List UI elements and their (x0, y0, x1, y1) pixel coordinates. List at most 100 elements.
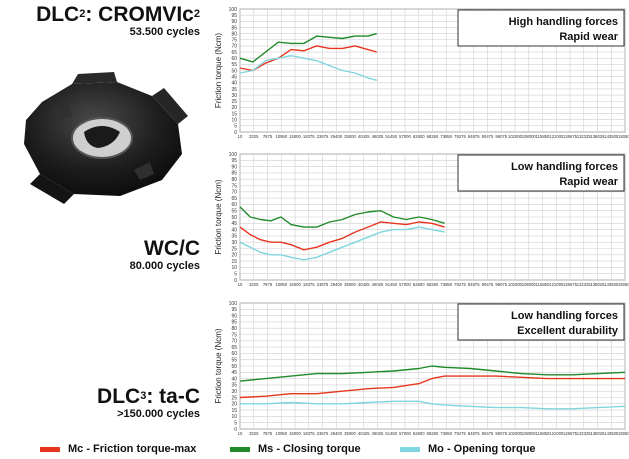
x-tick-label: 96075 (495, 282, 507, 287)
x-tick-label: 7875 (263, 282, 273, 287)
y-tick-label: 90 (231, 19, 237, 25)
x-tick-label: 3325 (249, 431, 259, 436)
x-tick-label: 10 (238, 431, 243, 436)
y-axis-label: Friction torque (Ncm) (214, 328, 223, 403)
series-line-ms (239, 32, 377, 63)
x-tick-label: 84875 (468, 282, 480, 287)
x-tick-label: 115850 (536, 282, 550, 287)
y-tick-label: 5 (234, 272, 237, 278)
x-tick-label: 90475 (482, 431, 494, 436)
x-tick-label: 150500 (618, 431, 629, 436)
legend-label-mo: Mo - Opening torque (428, 443, 536, 455)
y-tick-label: 80 (231, 177, 237, 183)
x-tick-label: 10950 (275, 282, 287, 287)
annotation-text: Low handling forces (511, 310, 618, 322)
x-tick-label: 121000 (549, 282, 564, 287)
y-tick-label: 100 (229, 301, 238, 307)
y-tick-label: 75 (231, 38, 237, 44)
y-tick-label: 20 (231, 402, 237, 408)
x-tick-label: 84875 (468, 431, 480, 436)
coating-label-3: DLC3: ta-C >150.000 cycles (0, 386, 200, 421)
coating-title-3: DLC3: ta-C (97, 385, 200, 408)
x-tick-label: 96075 (495, 431, 507, 436)
y-tick-label: 25 (231, 395, 237, 401)
y-tick-label: 20 (231, 253, 237, 259)
y-tick-label: 5 (234, 124, 237, 130)
series-line-mc (239, 221, 445, 251)
x-tick-label: 121000 (549, 134, 564, 139)
x-tick-label: 150500 (618, 134, 629, 139)
y-tick-label: 80 (231, 31, 237, 37)
y-tick-label: 60 (231, 202, 237, 208)
x-tick-label: 29400 (330, 134, 342, 139)
y-tick-label: 75 (231, 332, 237, 338)
annotation-box (457, 303, 625, 341)
y-tick-label: 85 (231, 320, 237, 326)
y-tick-label: 55 (231, 358, 237, 364)
y-tick-label: 85 (231, 171, 237, 177)
x-tick-label: 23675 (317, 431, 329, 436)
x-tick-label: 132325 (577, 282, 592, 287)
x-tick-label: 15000 (289, 282, 301, 287)
x-tick-label: 143500 (604, 431, 619, 436)
x-tick-label: 3325 (249, 282, 259, 287)
y-tick-label: 30 (231, 389, 237, 395)
series-line-mc (239, 45, 377, 72)
y-tick-label: 70 (231, 44, 237, 50)
x-tick-label: 150500 (618, 282, 629, 287)
y-tick-label: 90 (231, 313, 237, 319)
annotation-text: Rapid wear (559, 31, 618, 43)
x-tick-label: 40425 (358, 431, 370, 436)
y-tick-label: 50 (231, 68, 237, 74)
x-tick-label: 51450 (385, 282, 397, 287)
y-tick-label: 35 (231, 234, 237, 240)
coating-cycles-3: >150.000 cycles (117, 408, 200, 420)
x-tick-label: 62600 (413, 282, 425, 287)
annotation-text: High handling forces (509, 16, 618, 28)
x-tick-label: 46025 (372, 134, 384, 139)
y-tick-label: 0 (234, 427, 237, 433)
y-tick-label: 70 (231, 190, 237, 196)
x-tick-label: 132325 (577, 431, 592, 436)
x-tick-label: 46025 (372, 282, 384, 287)
y-tick-label: 30 (231, 240, 237, 246)
y-tick-label: 85 (231, 25, 237, 31)
y-tick-label: 15 (231, 408, 237, 414)
x-tick-label: 35000 (344, 282, 356, 287)
coating-label-2: WC/C 80.000 cycles (0, 238, 200, 273)
x-tick-label: 35000 (344, 431, 356, 436)
y-tick-label: 40 (231, 227, 237, 233)
annotation-box (457, 9, 625, 47)
legend-swatch-mo (400, 446, 420, 452)
x-tick-label: 35000 (344, 134, 356, 139)
x-tick-label: 10 (238, 282, 243, 287)
x-tick-label: 73850 (440, 431, 452, 436)
x-tick-label: 102000 (508, 134, 523, 139)
x-tick-label: 143500 (604, 134, 619, 139)
coated-part-image (24, 72, 188, 204)
x-tick-label: 10 (238, 134, 243, 139)
y-tick-label: 10 (231, 265, 237, 271)
y-tick-label: 0 (234, 130, 237, 136)
x-tick-label: 7875 (263, 134, 273, 139)
y-tick-label: 65 (231, 50, 237, 56)
y-tick-label: 60 (231, 351, 237, 357)
series-line-ms (239, 206, 445, 228)
y-tick-label: 50 (231, 215, 237, 221)
y-tick-label: 70 (231, 339, 237, 345)
x-tick-label: 46025 (372, 431, 384, 436)
x-tick-label: 68250 (427, 282, 439, 287)
chart-panel-1: 0510152025303540455055606570758085909510… (214, 7, 629, 139)
x-tick-label: 15000 (289, 134, 301, 139)
y-axis-label: Friction torque (Ncm) (214, 179, 223, 254)
x-tick-label: 102000 (508, 282, 523, 287)
coating-title-2: WC/C (144, 237, 200, 260)
legend-item-mc: Mc - Friction torque-max (40, 443, 196, 455)
x-tick-label: 84875 (468, 134, 480, 139)
legend-swatch-mc (40, 446, 60, 452)
y-axis-label: Friction torque (Ncm) (214, 33, 223, 108)
series-line-mc (239, 375, 625, 399)
y-tick-label: 20 (231, 105, 237, 111)
y-tick-label: 95 (231, 158, 237, 164)
x-tick-label: 57000 (399, 282, 411, 287)
